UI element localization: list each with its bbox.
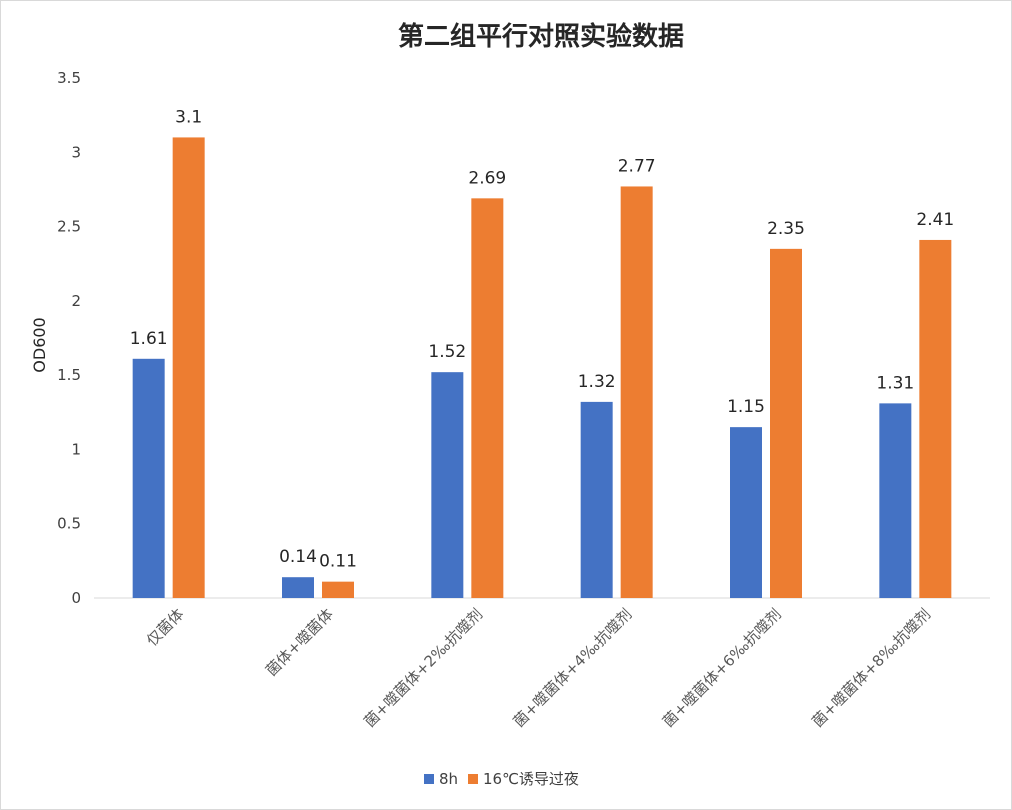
category-label: 仅菌体 (143, 605, 188, 650)
category-label: 菌+噬菌体+6‰抗噬剂 (659, 605, 785, 731)
data-label: 1.52 (428, 342, 466, 362)
y-tick-label: 3 (71, 143, 81, 161)
data-label: 2.41 (916, 210, 954, 230)
bar-series2 (471, 198, 504, 599)
bar-series2 (322, 581, 354, 598)
bar-series (132, 137, 952, 599)
bar-series1 (730, 427, 762, 598)
category-label: 菌+噬菌体+4‰抗噬剂 (510, 605, 636, 731)
bar-series1 (580, 401, 613, 598)
bar-series2 (770, 248, 802, 598)
bar-series1 (879, 403, 912, 598)
y-axis-title: OD600 (30, 317, 49, 372)
bar-series2 (919, 239, 952, 598)
y-tick-label: 0 (71, 589, 81, 607)
data-label: 1.31 (876, 373, 914, 393)
data-label: 2.69 (468, 168, 506, 188)
data-label: 1.32 (578, 372, 616, 392)
data-label: 0.14 (279, 547, 317, 567)
bar-series2 (620, 186, 653, 598)
y-tick-label: 2 (71, 292, 81, 310)
y-tick-label: 3.5 (57, 69, 81, 87)
y-tick-label: 1.5 (57, 366, 81, 384)
category-labels: 仅菌体 菌体+噬菌体 菌+噬菌体+2‰抗噬剂 菌+噬菌体+4‰抗噬剂 菌+噬菌体+6‰抗… (143, 605, 934, 731)
legend-swatch (424, 774, 434, 784)
chart-title: 第二组平行对照实验数据 (398, 21, 684, 52)
category-label: 菌+噬菌体+2‰抗噬剂 (360, 605, 486, 731)
y-tick-label: 0.5 (57, 515, 81, 533)
data-label: 2.77 (618, 156, 656, 176)
category-label: 菌+噬菌体+8‰抗噬剂 (808, 605, 934, 731)
bar-series1 (282, 577, 314, 598)
bar-series1 (132, 358, 165, 598)
data-label: 1.15 (727, 397, 765, 417)
legend-label: 8h (439, 770, 458, 788)
y-axis-ticks: 0 0.5 1 1.5 2 2.5 3 3.5 (57, 69, 81, 607)
data-label: 2.35 (767, 219, 805, 239)
legend: 8h 16℃诱导过夜 (424, 770, 579, 788)
data-label: 3.1 (175, 107, 202, 127)
category-label: 菌体+噬菌体 (262, 605, 337, 680)
legend-label: 16℃诱导过夜 (483, 770, 579, 788)
legend-swatch (468, 774, 478, 784)
data-label: 0.11 (319, 552, 357, 572)
data-labels: 1.61 3.1 0.14 0.11 1.52 2.69 1.32 2.77 1.15 2.35 1… (130, 107, 955, 571)
data-label: 1.61 (130, 329, 168, 349)
y-tick-label: 2.5 (57, 218, 81, 236)
y-tick-label: 1 (71, 440, 81, 458)
bar-series1 (431, 372, 464, 598)
bar-series2 (172, 137, 205, 598)
